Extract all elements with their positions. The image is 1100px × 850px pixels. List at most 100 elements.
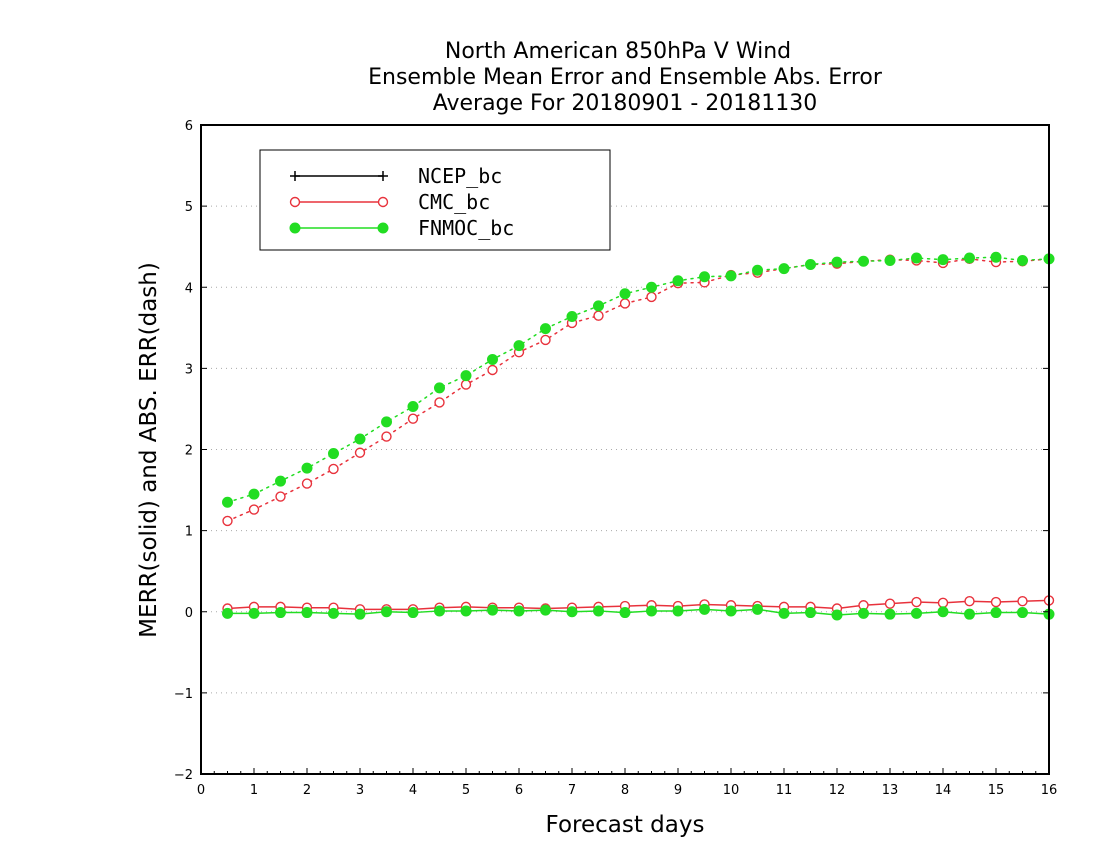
fnmoc-bc-merr-point <box>937 606 949 618</box>
fnmoc-bc-abs-err-point <box>1017 254 1028 266</box>
legend-label-cmc-bc: CMC_bc <box>418 190 490 214</box>
fnmoc-bc-abs-err-point <box>725 270 737 282</box>
x-tick-label: 0 <box>197 783 205 798</box>
fnmoc-bc-abs-err-point <box>699 271 710 283</box>
fnmoc-bc-abs-err-point <box>301 462 313 474</box>
x-tick-label: 9 <box>674 783 682 798</box>
fnmoc-bc-merr-point <box>990 607 1002 619</box>
legend-marker-fnmoc-bc <box>377 222 389 234</box>
fnmoc-bc-abs-err-point <box>964 252 975 264</box>
legend-marker-ncep-bc <box>378 171 388 181</box>
fnmoc-bc-merr-point <box>752 603 763 615</box>
legend-marker-cmc-bc <box>289 196 301 208</box>
cmc-bc-abs-err-point <box>222 515 233 527</box>
fnmoc-bc-abs-err-point <box>646 281 657 293</box>
cmc-bc-abs-err-line <box>226 258 1050 522</box>
fnmoc-bc-merr-point <box>725 605 737 617</box>
y-axis-label: MERR(solid) and ABS. ERR(dash) <box>136 262 162 638</box>
y-tick-label: 6 <box>185 119 193 134</box>
fnmoc-bc-merr-point <box>222 607 233 619</box>
fnmoc-bc-abs-err-point <box>831 256 843 268</box>
x-tick-label: 14 <box>935 783 952 798</box>
fnmoc-bc-merr-point <box>328 607 339 619</box>
fnmoc-bc-abs-err-point <box>884 254 896 266</box>
cmc-bc-abs-err-point <box>619 298 631 309</box>
legend-marker-fnmoc-bc <box>289 222 301 234</box>
legend-label-fnmoc-bc: FNMOC_bc <box>418 216 514 240</box>
x-tick-label: 7 <box>568 783 576 798</box>
y-tick-label: −2 <box>174 768 193 783</box>
fnmoc-bc-abs-err-point <box>354 433 366 445</box>
cmc-bc-abs-err-point <box>460 379 472 390</box>
fnmoc-bc-abs-err-point <box>672 275 684 287</box>
fnmoc-bc-abs-err-point <box>540 323 551 335</box>
y-tick-label: −1 <box>174 687 193 702</box>
fnmoc-bc-merr-point <box>407 607 419 619</box>
legend-label-ncep-bc: NCEP_bc <box>418 164 502 188</box>
fnmoc-bc-merr-point <box>301 607 313 619</box>
fnmoc-bc-abs-err-point <box>434 382 445 394</box>
title-line-1: North American 850hPa V Wind <box>445 39 791 64</box>
fnmoc-bc-abs-err-point <box>487 353 498 365</box>
fnmoc-bc-merr-line <box>227 608 1050 616</box>
cmc-bc-abs-err-point <box>248 504 260 515</box>
x-axis-label: Forecast days <box>546 812 705 838</box>
cmc-bc-abs-err-point <box>381 431 392 442</box>
fnmoc-bc-abs-err-point <box>593 300 604 312</box>
title-line-2: Ensemble Mean Error and Ensemble Abs. Er… <box>368 65 883 90</box>
x-tick-label: 6 <box>515 783 523 798</box>
x-axis: 0 1 2 3 4 5 6 7 8 9 10 11 12 13 14 15 16 <box>197 768 1057 798</box>
cmc-bc-merr-point <box>937 597 949 609</box>
fnmoc-bc-abs-err-line <box>226 256 1050 503</box>
fnmoc-bc-abs-err-point <box>858 255 869 267</box>
fnmoc-bc-merr-point <box>672 605 684 617</box>
fnmoc-bc-abs-err-point <box>222 496 233 508</box>
fnmoc-bc-merr-point <box>884 608 896 620</box>
fnmoc-bc-abs-err-point <box>937 254 949 266</box>
fnmoc-bc-merr-point <box>566 606 578 618</box>
fnmoc-bc-merr-point <box>460 605 472 617</box>
legend-marker-ncep-bc <box>290 171 300 181</box>
fnmoc-bc-abs-err-point <box>805 259 816 271</box>
y-tick-label: 1 <box>185 525 193 540</box>
fnmoc-bc-merr-point <box>858 607 869 619</box>
chart-title: North American 850hPa V Wind Ensemble Me… <box>368 39 883 116</box>
fnmoc-bc-merr-point <box>699 603 710 615</box>
legend-box <box>259 149 611 251</box>
x-tick-label: 15 <box>988 783 1005 798</box>
fnmoc-bc-merr-point <box>248 607 260 619</box>
fnmoc-bc-abs-err-point <box>752 264 763 276</box>
fnmoc-bc-merr-point <box>831 609 843 621</box>
cmc-bc-merr-point <box>911 596 922 608</box>
fnmoc-bc-merr-point <box>1017 607 1028 619</box>
y-tick-label: 4 <box>185 281 193 296</box>
fnmoc-bc-abs-err-point <box>566 310 578 322</box>
x-tick-label: 4 <box>409 783 417 798</box>
fnmoc-bc-merr-point <box>487 604 498 616</box>
cmc-bc-abs-err-point <box>354 447 366 458</box>
fnmoc-bc-abs-err-point <box>460 370 472 382</box>
cmc-bc-abs-err-point <box>434 397 445 408</box>
cmc-bc-abs-err-point <box>328 463 339 475</box>
fnmoc-bc-merr-point <box>381 606 392 618</box>
fnmoc-bc-abs-err-point <box>275 475 286 487</box>
y-axis: −2 −1 0 1 2 3 4 5 6 <box>174 119 1049 783</box>
fnmoc-bc-abs-err-point <box>381 416 392 428</box>
x-tick-label: 8 <box>621 783 629 798</box>
x-tick-label: 1 <box>250 783 258 798</box>
cmc-bc-abs-err-point <box>540 334 551 346</box>
y-tick-label: 0 <box>185 606 193 621</box>
legend-marker-cmc-bc <box>377 196 389 208</box>
fnmoc-bc-merr-point <box>540 604 551 616</box>
x-tick-label: 10 <box>723 783 740 798</box>
cmc-bc-merr-point <box>884 598 896 609</box>
fnmoc-bc-abs-err-point <box>911 252 922 264</box>
fnmoc-bc-abs-err-point <box>778 263 790 275</box>
fnmoc-bc-merr-point <box>964 608 975 620</box>
y-tick-label: 2 <box>185 444 193 459</box>
fnmoc-bc-abs-err-point <box>619 288 631 300</box>
fnmoc-bc-merr-point <box>805 607 816 619</box>
fnmoc-bc-abs-err-point <box>248 488 260 500</box>
x-tick-label: 11 <box>776 783 793 798</box>
